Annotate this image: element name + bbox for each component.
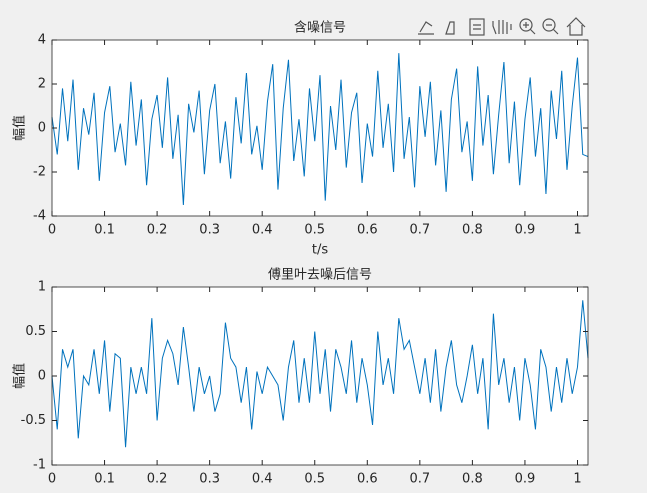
x-tick-label: 0.9 [515, 223, 536, 238]
axes-title: 傅里叶去噪后信号 [268, 268, 372, 283]
y-axis-label: 幅值 [12, 363, 28, 389]
y-tick-label: 0 [38, 121, 46, 136]
toolbar-pan[interactable] [492, 20, 512, 35]
signal-line [51, 53, 589, 206]
x-tick-label: 0.6 [357, 472, 378, 487]
y-tick-label: -1 [33, 458, 46, 473]
x-tick-label: 0.5 [304, 223, 325, 238]
y-tick-label: 2 [38, 77, 46, 92]
axes-background [52, 40, 588, 216]
x-tick-label: 0.2 [147, 472, 168, 487]
x-tick-label: 0.4 [252, 472, 273, 487]
toolbar [418, 17, 586, 36]
x-tick-label: 0.8 [462, 472, 483, 487]
y-tick-label: -4 [33, 209, 46, 224]
y-tick-label: 0 [38, 369, 46, 384]
y-tick-label: -2 [33, 165, 46, 180]
signal-line [51, 300, 589, 448]
x-tick-label: 1 [573, 223, 581, 238]
toolbar-home[interactable] [566, 17, 586, 36]
toolbar-datatip[interactable] [469, 18, 485, 36]
toolbar-zoom-out[interactable] [542, 18, 559, 35]
x-tick-label: 0.6 [357, 223, 378, 238]
y-tick-label: 0.5 [25, 324, 46, 339]
x-tick-label: 0.7 [409, 472, 430, 487]
x-tick-label: 0.7 [409, 223, 430, 238]
x-tick-label: 0.5 [304, 472, 325, 487]
x-axis-label: t/s [312, 243, 328, 258]
x-tick-label: 0.9 [515, 472, 536, 487]
toolbar-brush[interactable] [445, 21, 455, 35]
x-tick-label: 0.2 [147, 223, 168, 238]
x-tick-label: 0.8 [462, 223, 483, 238]
axes-title: 含噪信号 [294, 20, 346, 36]
x-tick-label: 0.1 [94, 472, 115, 487]
x-tick-label: 0.3 [199, 472, 220, 487]
toolbar-export[interactable] [418, 21, 434, 35]
x-tick-label: 0.1 [94, 223, 115, 238]
y-tick-label: 1 [38, 280, 46, 295]
x-tick-label: 1 [573, 472, 581, 487]
toolbar-zoom-in[interactable] [519, 18, 536, 35]
x-tick-label: 0.4 [252, 223, 273, 238]
x-tick-label: 0.3 [199, 223, 220, 238]
x-tick-label: 0 [48, 472, 56, 487]
y-tick-label: -0.5 [21, 413, 46, 428]
y-tick-label: 4 [38, 33, 46, 48]
x-tick-label: 0 [48, 223, 56, 238]
y-axis-label: 幅值 [12, 115, 28, 141]
axes-background [52, 287, 588, 465]
